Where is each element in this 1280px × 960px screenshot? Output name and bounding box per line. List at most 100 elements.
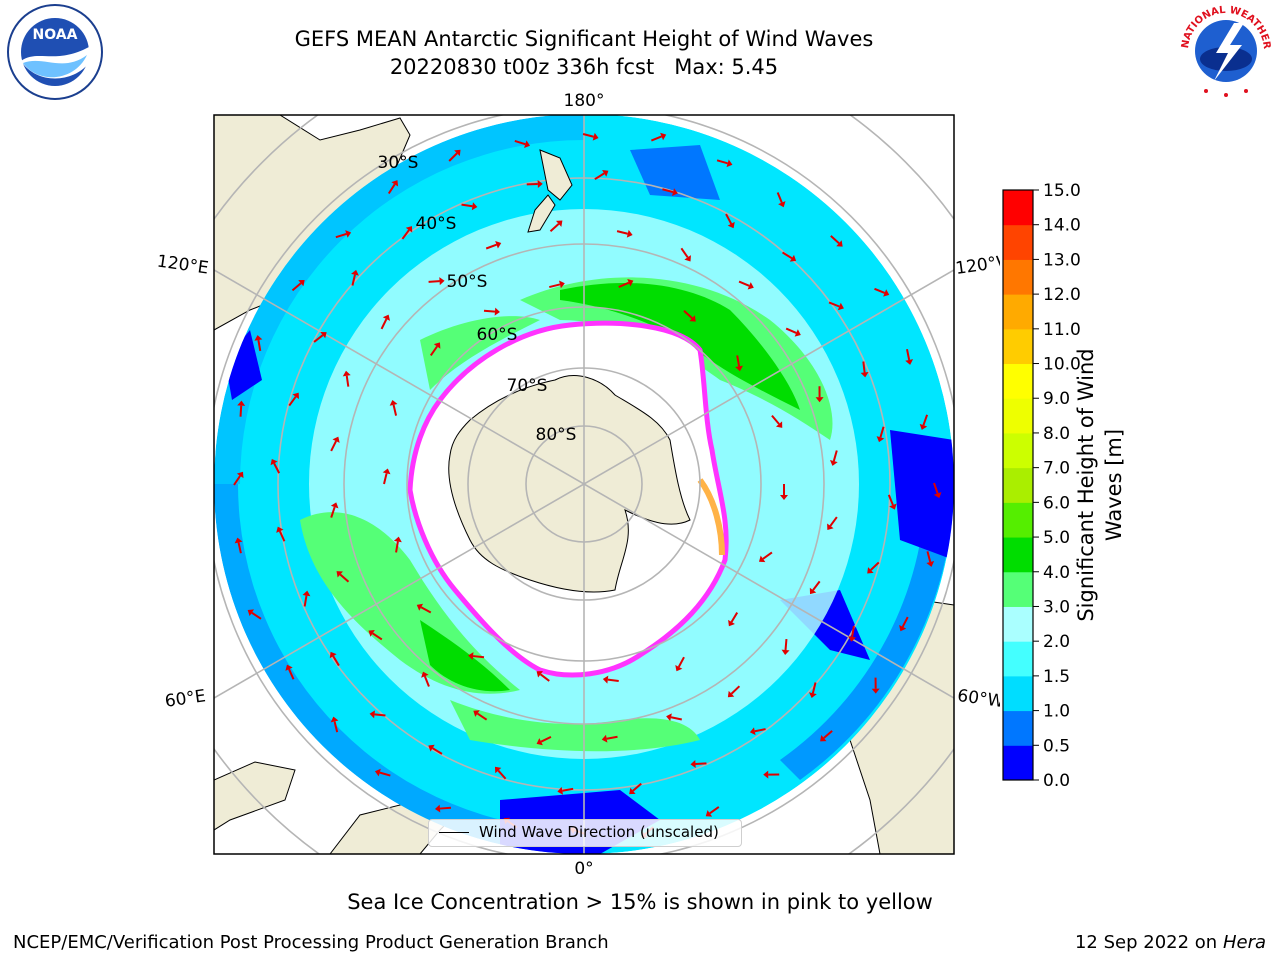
chart-subtitle: 20220830 t00z 336h fcst Max: 5.45: [389, 55, 779, 79]
wind-arrow-head: [690, 760, 696, 769]
wind-arrow-head: [829, 460, 838, 466]
wind-arrow-head: [276, 526, 284, 533]
colorbar-tick-label: 5.0: [1043, 528, 1070, 548]
wind-arrow-head: [747, 282, 754, 290]
colorbar-cell: [1003, 502, 1033, 538]
wind-arrow-head: [728, 619, 735, 627]
wind-arrow-head: [601, 734, 608, 743]
wind-arrow-shaft: [330, 440, 337, 452]
wind-arrow-head: [789, 254, 797, 262]
wind-arrow-head: [808, 692, 817, 699]
legend-line-swatch: [439, 832, 469, 833]
wind-arrow-head: [672, 188, 678, 196]
wind-arrow-shaft: [594, 172, 605, 181]
wind-arrow-shaft: [392, 404, 398, 416]
wind-arrow-shaft: [313, 334, 324, 343]
wind-arrow-shaft: [680, 247, 689, 258]
wind-arrow-head: [629, 787, 636, 795]
noaa-logo: NOAA: [7, 4, 103, 100]
wind-arrow-head: [421, 671, 429, 678]
colorbar-ticks: 15.0 14.0 13.0 12.0 11.0 10.0 9.0 8.0 7.0 6.0 5.0 4…: [1033, 181, 1081, 790]
colorbar-cell: [1003, 294, 1033, 330]
colorbar-tick-label: 11.0: [1043, 320, 1081, 340]
colorbar-tick-label: 12.0: [1043, 285, 1081, 305]
wind-arrow-head: [342, 370, 351, 377]
wind-arrow-shaft: [257, 339, 262, 352]
wind-arrow-head: [727, 690, 735, 698]
wind-arrow-head: [473, 710, 480, 717]
wind-arrow-head: [236, 471, 244, 479]
colorbar-tick-label: 3.0: [1043, 597, 1070, 617]
wind-arrow-shaft: [288, 396, 297, 407]
lon-label-180: 180°: [564, 91, 605, 111]
wind-arrow-head: [675, 665, 683, 672]
wind-arrow-head: [837, 302, 844, 311]
wind-arrow-head: [883, 289, 890, 297]
wind-arrow-shaft: [709, 806, 720, 815]
noaa-logo-text: NOAA: [33, 27, 78, 43]
wind-arrow-head: [684, 255, 691, 262]
wind-arrow-shaft: [762, 551, 773, 560]
colorbar-cell: [1003, 398, 1033, 434]
wind-arrow-head: [876, 436, 885, 443]
wind-arrow-shaft: [829, 516, 838, 527]
wind-arrow-shaft: [811, 682, 817, 694]
wind-arrow-shaft: [372, 632, 383, 641]
wind-arrow-head: [234, 537, 243, 544]
wind-arrow-shaft: [901, 616, 909, 628]
wind-arrow-shaft: [650, 135, 662, 142]
colorbar-label: Significant Height of Wind Waves [m]: [1074, 348, 1126, 622]
wind-arrow-shaft: [784, 638, 788, 651]
lon-label-120e: 120°E: [156, 252, 210, 279]
map-legend: Wind Wave Direction (unscaled): [428, 819, 742, 847]
wind-arrow-head: [389, 400, 398, 406]
wind-arrow-shaft: [670, 716, 683, 721]
wind-arrow-head: [434, 804, 441, 813]
wind-arrow-head: [626, 229, 633, 238]
polar-map: 180° 0° 120°E 120°W 60°E 60°W 30°S 40°S …: [156, 91, 1000, 879]
wind-arrow-head: [302, 590, 311, 597]
wind-arrow-shaft: [549, 223, 560, 232]
credit-line: NCEP/EMC/Verification Post Processing Pr…: [13, 932, 609, 953]
wind-arrow-head: [749, 727, 756, 736]
colorbar: 15.0 14.0 13.0 12.0 11.0 10.0 9.0 8.0 7.0 6.0 5.0 4…: [1002, 181, 1081, 790]
wind-arrow-shaft: [823, 730, 833, 739]
wind-arrow-shaft: [830, 235, 840, 244]
wind-arrow-shaft: [851, 625, 855, 638]
nws-logo: NATIONAL WEATHER SERVICE: [1176, 3, 1272, 97]
colorbar-tick-label: 15.0: [1043, 181, 1081, 201]
wind-arrow-head: [536, 738, 543, 746]
wind-arrow-shaft: [383, 473, 388, 485]
wind-arrow-head: [393, 536, 402, 543]
date-text: 12 Sep 2022 on: [1074, 932, 1218, 953]
wind-arrow-shaft: [539, 673, 550, 682]
colorbar-tick-label: 1.0: [1043, 702, 1070, 722]
wind-arrow-shaft: [332, 655, 340, 667]
wind-arrow-head: [285, 664, 293, 671]
wind-arrow-shaft: [423, 675, 430, 687]
wind-arrow-head: [405, 226, 413, 233]
wind-arrow-shaft: [736, 355, 741, 367]
colorbar-cell: [1003, 224, 1033, 260]
wind-arrow-head: [537, 180, 543, 189]
wind-arrow-head: [330, 502, 339, 509]
graticule: [214, 115, 954, 854]
sea-ice-note: Sea Ice Concentration > 15% is shown in …: [347, 890, 933, 914]
wind-arrow-shaft: [870, 561, 880, 571]
lat-label-80s: 80°S: [536, 425, 577, 445]
wind-arrow-shaft: [237, 542, 242, 554]
wind-arrow-shaft: [616, 230, 628, 235]
wind-arrow-head: [933, 492, 942, 499]
wind-arrow-head: [368, 630, 375, 637]
wind-arrow-head: [382, 314, 391, 321]
wind-arrow-head: [627, 278, 634, 287]
colorbar-tick-label: 0.0: [1043, 771, 1070, 790]
wind-arrow-head: [860, 371, 869, 378]
wind-arrow-shaft: [239, 405, 243, 417]
wind-arrow-head: [666, 713, 672, 722]
wind-arrow-shaft: [828, 301, 840, 308]
wind-arrow-shaft: [429, 345, 438, 357]
wind-arrow-shaft: [874, 287, 886, 294]
wind-arrow-head: [778, 201, 786, 208]
wind-arrow-head: [867, 567, 874, 574]
